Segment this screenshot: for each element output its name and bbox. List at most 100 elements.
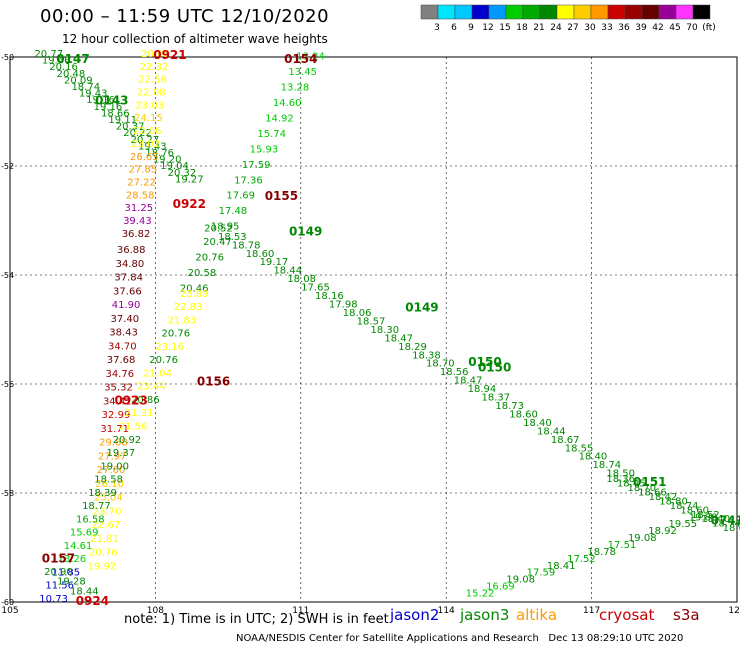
y-tick-label: -52 (1, 162, 14, 171)
y-tick-label: -58 (1, 489, 14, 498)
swh-value-label: 34.80 (116, 259, 145, 270)
swh-value-label: 18.50 (606, 469, 635, 480)
swh-value-label: 18.60 (246, 249, 275, 260)
swh-value-label: 19.27 (175, 174, 204, 185)
colorbar-label: 3 (434, 23, 440, 33)
swh-value-label: 18.44 (70, 587, 99, 598)
swh-value-label: 18.74 (592, 460, 621, 471)
colorbar-swatch (437, 4, 456, 20)
swh-value-label: 11.85 (52, 567, 81, 578)
swh-value-label: 23.16 (155, 342, 184, 353)
footer-note: note: 1) Time is in UTC; 2) SWH is in fe… (124, 612, 389, 627)
swh-value-label: 20.16 (49, 62, 78, 73)
swh-value-label: 18.47 (384, 333, 413, 344)
swh-value-label: 18.78 (232, 240, 261, 251)
swh-value-label: 20.52 (204, 223, 233, 234)
swh-value-label: 20.76 (89, 548, 118, 559)
swh-value-label: 18.76 (145, 148, 174, 159)
colorbar-swatch (556, 4, 575, 20)
swh-value-label: 22.32 (140, 62, 169, 73)
swh-value-label: 22.67 (92, 520, 121, 531)
pass-time-label: 0151 (633, 475, 666, 489)
swh-value-label: 17.48 (219, 206, 248, 217)
swh-value-label: 18.58 (94, 475, 123, 486)
swh-value-label: 18.55 (565, 443, 594, 454)
swh-value-label: 20.05 (141, 49, 170, 60)
plot-frame (9, 56, 738, 603)
swh-value-label: 10.73 (39, 594, 68, 605)
swh-value-label: 16.69 (486, 582, 515, 593)
swh-value-label: 20.27 (131, 135, 160, 146)
swh-value-label: 20.48 (57, 69, 86, 80)
swh-value-label: 13.45 (288, 67, 317, 78)
swh-value-label: 22.83 (174, 302, 203, 313)
y-tick-label: -56 (1, 380, 14, 389)
swh-value-label: 18.08 (287, 274, 316, 285)
swh-value-label: 38.43 (109, 328, 138, 339)
pass-time-label: 0149 (405, 301, 438, 315)
y-tick-label: -50 (1, 53, 14, 62)
swh-value-label: 18.38 (412, 350, 441, 361)
swh-value-label: 20.76 (149, 355, 178, 366)
swh-value-label: 19.80 (689, 512, 718, 523)
swh-value-label: 21.81 (90, 534, 119, 545)
colorbar-swatch (522, 4, 541, 20)
swh-value-label: 27.97 (98, 451, 127, 462)
swh-value-label: 18.41 (547, 561, 576, 572)
x-tick-label: 117 (583, 606, 600, 616)
swh-value-label: 19.92 (88, 561, 117, 572)
swh-value-label: 26.65 (130, 152, 159, 163)
swh-value-label: 36.82 (122, 229, 151, 240)
swh-value-label: 13.28 (281, 83, 310, 94)
pass-time-label: 0921 (153, 48, 186, 62)
swh-value-label: 21.56 (119, 421, 148, 432)
pass-time-label: 0922 (173, 197, 206, 211)
colorbar-label: 18 (516, 23, 528, 33)
swh-value-label: 21.04 (143, 368, 172, 379)
swh-value-label: 18.60 (680, 505, 709, 516)
swh-value-label: 18.40 (579, 452, 608, 463)
swh-value-label: 14.60 (273, 98, 302, 109)
colorbar-swatch (675, 4, 694, 20)
swh-value-label: 19.00 (100, 461, 129, 472)
pass-time-label: 0155 (265, 189, 298, 203)
credit-text: NOAA/NESDIS Center for Satellite Applica… (236, 633, 539, 644)
swh-value-label: 17.59 (527, 568, 556, 579)
swh-value-label: 14.61 (64, 541, 93, 552)
swh-value-label: 18.47 (454, 376, 483, 387)
swh-value-label: 19.08 (628, 533, 657, 544)
x-tick-label: 111 (292, 606, 309, 616)
swh-value-label: 18.95 (211, 222, 240, 233)
colorbar-label: 36 (618, 23, 630, 33)
swh-value-label: 18.77 (82, 501, 111, 512)
colorbar-swatch (624, 4, 643, 20)
swh-value-label: 25.04 (94, 493, 123, 504)
swh-value-label: 23.89 (180, 289, 209, 300)
swh-value-label: 18.70 (426, 359, 455, 370)
swh-value-label: 18.36 (606, 474, 635, 485)
swh-value-label: 19.11 (108, 115, 137, 126)
swh-value-label: 26.10 (95, 479, 124, 490)
swh-value-label: 18.40 (523, 418, 552, 429)
credit-timestamp: Dec 13 08:29:10 UTC 2020 (548, 633, 684, 644)
swh-value-label: 23.02 (131, 139, 160, 150)
swh-value-label: 37.68 (107, 355, 136, 366)
swh-value-label: 19.46 (42, 56, 71, 67)
legend-s3a: s3a (673, 606, 700, 624)
swh-value-label: 18.73 (495, 401, 524, 412)
swh-value-label: 18.16 (315, 291, 344, 302)
colorbar-label: 30 (584, 23, 596, 33)
swh-value-label: 17.59 (242, 160, 271, 171)
swh-value-label: 15.93 (250, 144, 279, 155)
swh-value-label: 20.86 (131, 395, 160, 406)
colorbar-swatch (573, 4, 592, 20)
swh-value-label: 17.65 (301, 283, 330, 294)
swh-value-label: 21.31 (125, 408, 154, 419)
swh-value-label: 13.26 (58, 554, 87, 565)
x-tick-label: 114 (438, 606, 455, 616)
swh-value-label: 15.22 (466, 589, 495, 600)
y-tick-label: -60 (1, 598, 14, 607)
swh-value-label: 34.70 (108, 341, 137, 352)
swh-value-label: 20.22 (123, 128, 152, 139)
colorbar-label: 15 (499, 23, 510, 33)
